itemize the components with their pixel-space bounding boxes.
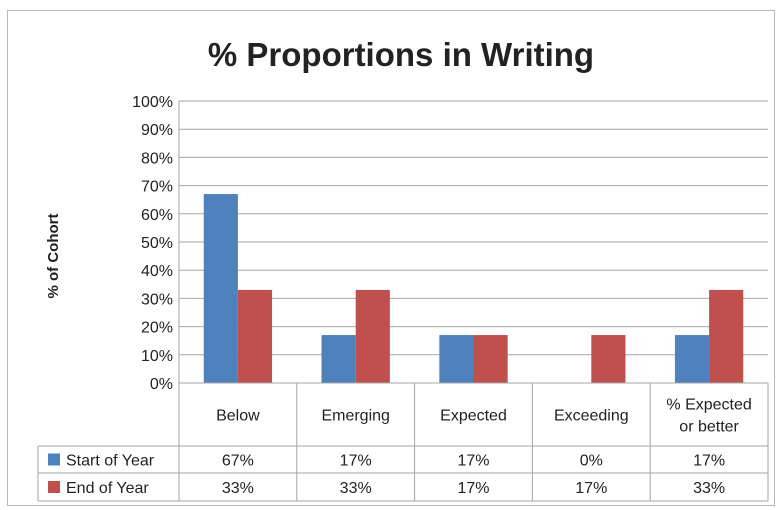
category-label: Below <box>216 408 260 425</box>
data-table: Below Emerging Expected Exceeding % Expected… <box>37 382 769 502</box>
gridlines <box>178 100 768 384</box>
y-tick-label: 60% <box>141 207 173 224</box>
bar-start-of-year-4 <box>674 335 710 383</box>
y-tick-label: 70% <box>141 179 173 196</box>
bar-start-of-year-2 <box>439 335 474 383</box>
category-label: or better <box>679 419 739 436</box>
y-tick-label: 90% <box>141 122 173 139</box>
bar-end-of-year-4 <box>709 289 744 383</box>
chart-title: % Proportions in Writing <box>208 36 594 73</box>
category-label: Emerging <box>321 408 389 425</box>
bar-end-of-year-0 <box>237 289 273 383</box>
table-cell-value: 33% <box>222 480 254 497</box>
y-tick-label: 100% <box>132 94 173 111</box>
category-label: Exceeding <box>554 408 629 425</box>
category-label: % Expected <box>666 397 751 414</box>
table-cell-value: 67% <box>222 453 254 470</box>
category-label: Expected <box>440 408 507 425</box>
table-cell-value: 17% <box>575 480 607 497</box>
legend-label: End of Year <box>66 480 149 497</box>
bar-start-of-year-1 <box>321 335 356 383</box>
y-tick-label: 10% <box>141 348 173 365</box>
table-cell-value: 33% <box>693 480 725 497</box>
y-axis-ticks: 0% 10% 20% 30% 40% 50% 60% 70% 80% 90% 100% <box>132 94 173 393</box>
table-cell-value: 0% <box>580 453 603 470</box>
table-cell-value: 17% <box>693 453 725 470</box>
table-cell-value: 17% <box>457 480 489 497</box>
y-tick-label: 80% <box>141 150 173 167</box>
legend-swatch <box>48 453 60 466</box>
bar-chart: % Proportions in Writing % of Cohort 0% 1… <box>37 36 769 502</box>
y-tick-label: 50% <box>141 235 173 252</box>
bar-end-of-year-2 <box>473 335 508 383</box>
table-cell-value: 17% <box>340 453 372 470</box>
legend-swatch <box>48 481 60 493</box>
bar-end-of-year-3 <box>591 335 626 383</box>
legend-label: Start of Year <box>66 453 155 470</box>
y-tick-label: 40% <box>141 263 173 280</box>
y-axis-label: % of Cohort <box>45 214 62 299</box>
chart-frame: % Proportions in Writing % of Cohort 0% 1… <box>7 10 775 506</box>
bars <box>203 194 744 383</box>
table-cell-value: 17% <box>457 453 489 470</box>
bar-start-of-year-0 <box>203 194 238 383</box>
y-tick-label: 20% <box>141 320 173 337</box>
bar-end-of-year-1 <box>355 289 390 383</box>
y-tick-label: 0% <box>150 376 173 393</box>
table-cell-value: 33% <box>340 480 372 497</box>
y-tick-label: 30% <box>141 291 173 308</box>
